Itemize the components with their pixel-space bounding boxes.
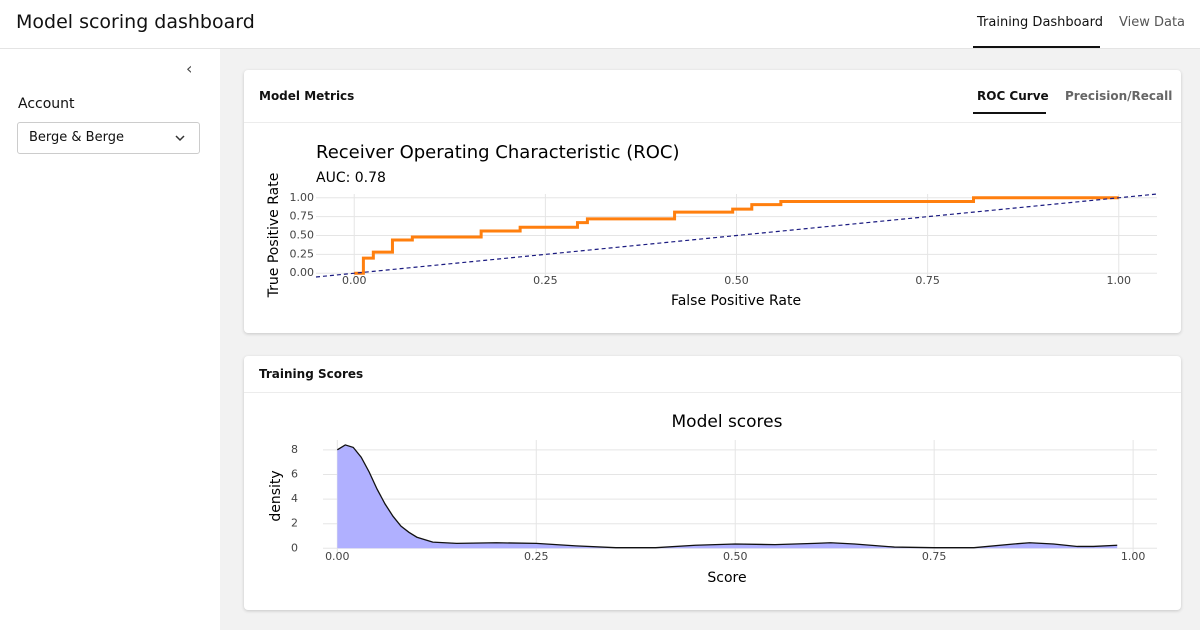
- tab-underline: [973, 46, 1100, 48]
- sidebar: ‹ Account Berge & Berge: [0, 49, 220, 630]
- panel-title: Model Metrics: [259, 89, 355, 103]
- scores-panel: Training Scores: [244, 356, 1181, 610]
- nav-tab[interactable]: View Data: [1119, 15, 1186, 30]
- tab-underline: [973, 112, 1046, 114]
- metrics-panel: Model Metrics ROC Curve Precision/Recall: [244, 70, 1181, 333]
- dropdown-icon: [175, 135, 185, 142]
- account-select[interactable]: Berge & Berge: [17, 122, 200, 154]
- account-value: Berge & Berge: [29, 130, 124, 145]
- panel-title: Training Scores: [259, 367, 364, 381]
- header: Model scoring dashboard Training Dashboa…: [0, 0, 1200, 49]
- account-label: Account: [18, 96, 75, 112]
- panel-header: Training Scores: [244, 356, 1181, 393]
- nav-tab[interactable]: Training Dashboard: [977, 15, 1103, 30]
- app-title: Model scoring dashboard: [16, 11, 255, 33]
- panel-header: Model Metrics ROC Curve Precision/Recall: [244, 70, 1181, 123]
- panel-tab[interactable]: Precision/Recall: [1065, 89, 1173, 103]
- collapse-button[interactable]: ‹: [186, 59, 193, 78]
- panel-tab[interactable]: ROC Curve: [977, 89, 1049, 103]
